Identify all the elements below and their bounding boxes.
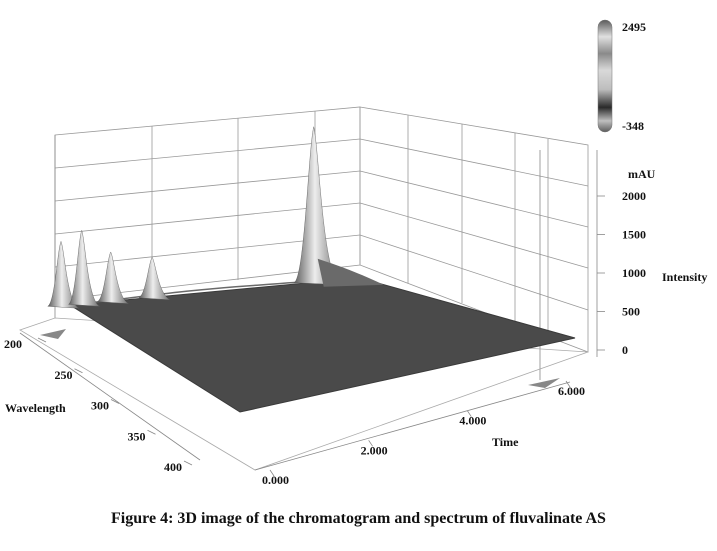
time-tick-label: 0.000	[262, 473, 289, 487]
peak-2	[67, 229, 100, 307]
peak-shoulder	[317, 258, 384, 287]
wavelength-tick-mark	[147, 429, 156, 435]
wavelength-tick-mark	[183, 460, 193, 466]
time-tick-label: 4.000	[459, 414, 486, 428]
colorbar-max-label: 2495	[622, 20, 646, 34]
wavelength-tick-label: 400	[164, 460, 182, 474]
wavelength-tick-label: 200	[4, 337, 22, 351]
colorbar: 2495 -348	[597, 19, 646, 133]
peak-5	[293, 126, 341, 285]
intensity-tick-label: 1500	[622, 228, 646, 242]
intensity-axis: 0 500 1000 1500 2000 mAU Intensity	[596, 150, 707, 357]
colorbar-gradient	[597, 19, 613, 133]
colorbar-min-label: -348	[622, 119, 644, 133]
wavelength-axis-arrow	[40, 329, 66, 339]
intensity-tick-label: 0	[622, 343, 628, 357]
time-tick-label: 6.000	[558, 384, 585, 398]
intensity-tick-label: 1000	[622, 266, 646, 280]
wavelength-tick-label: 250	[55, 368, 73, 382]
time-tick-mark	[565, 380, 571, 388]
wavelength-tick-mark	[74, 368, 83, 374]
intensity-axis-label: Intensity	[662, 270, 707, 284]
time-tick-mark	[269, 469, 275, 477]
wavelength-axis: 200 250 300 350 400 Wavelength	[4, 329, 201, 474]
wavelength-axis-label: Wavelength	[5, 401, 66, 415]
peak-3	[96, 251, 129, 304]
time-tick-label: 2.000	[361, 443, 388, 457]
intensity-unit: mAU	[628, 167, 656, 181]
time-axis: 0.000 2.000 4.000 6.000 Time	[254, 378, 585, 487]
time-axis-arrow	[528, 378, 560, 388]
time-tick-mark	[368, 440, 373, 447]
wavelength-tick-label: 350	[128, 429, 146, 443]
chromatogram-surface	[68, 277, 576, 413]
intensity-tick-label: 500	[622, 305, 640, 319]
peak-4	[138, 256, 171, 301]
wavelength-tick-mark	[110, 399, 120, 404]
time-tick-mark	[467, 410, 472, 417]
figure-caption: Figure 4: 3D image of the chromatogram a…	[111, 510, 606, 527]
wavelength-tick-mark	[37, 337, 47, 343]
wavelength-tick-label: 300	[91, 399, 109, 413]
intensity-tick-label: 2000	[622, 189, 646, 203]
time-axis-label: Time	[492, 435, 519, 449]
peaks	[47, 126, 384, 309]
